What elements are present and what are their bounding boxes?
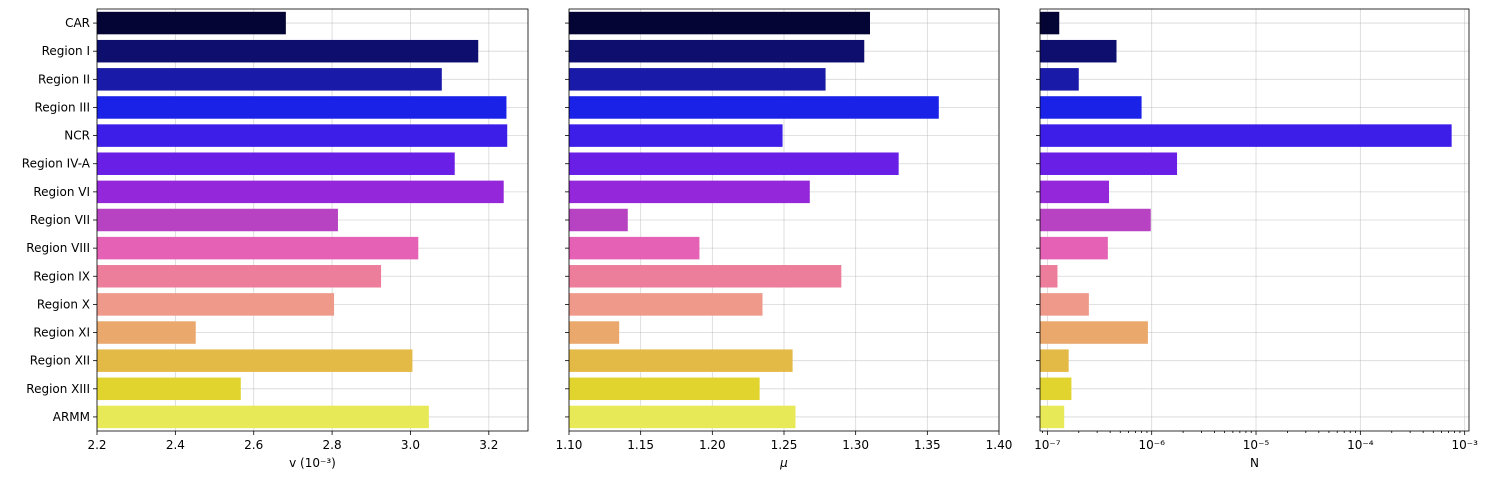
bar-region-xii	[97, 349, 413, 372]
panel-velocity: 2.2 2.4 2.6 2.8 3.0 3.2 CAR Region I Region II Re…	[22, 8, 529, 470]
y-tick-label: Region IV-A	[22, 157, 91, 171]
x-tick-label: 3.2	[479, 438, 498, 452]
x-tick-label: 1.35	[914, 438, 941, 452]
y-tick-label: Region X	[37, 297, 90, 311]
x-axis-label: v (10⁻³)	[289, 456, 336, 470]
bar-ncr	[569, 124, 783, 147]
bar-region-xiii	[97, 377, 241, 401]
bar-region-x	[1040, 293, 1089, 316]
bar-car	[1040, 11, 1060, 35]
x-tick-label: 2.2	[87, 438, 106, 452]
bar-region-xiii	[1040, 377, 1072, 401]
bar-region-x	[97, 293, 335, 316]
bar-region-vii	[569, 208, 628, 232]
x-tick-label: 10⁻⁵	[1243, 438, 1270, 452]
bar-armm	[1040, 405, 1065, 429]
bar-region-iii	[569, 96, 939, 119]
bar-armm	[97, 405, 429, 429]
bar-region-iii	[1040, 96, 1142, 119]
bar-ncr	[97, 124, 508, 147]
bar-region-vi	[1040, 180, 1110, 204]
bar-region-xii	[569, 349, 793, 372]
y-tick-label: NCR	[64, 129, 90, 143]
bar-region-viii	[569, 236, 700, 260]
x-tick-label: 1.15	[627, 438, 654, 452]
x-tick-label: 2.4	[166, 438, 185, 452]
bar-car	[569, 11, 870, 35]
y-tick-label: Region I	[42, 44, 90, 58]
x-axis-label: N	[1250, 456, 1259, 470]
bar-region-xi	[569, 321, 620, 344]
x-tick-label: 1.25	[771, 438, 798, 452]
panel-n: 10⁻⁷ 10⁻⁶ 10⁻⁵ 10⁻⁴ 10⁻³ N	[1034, 8, 1478, 470]
x-tick-label: 2.8	[323, 438, 342, 452]
bar-region-xiii	[569, 377, 760, 401]
bar-car	[97, 11, 286, 35]
bar-region-xi	[97, 321, 196, 344]
x-tick-label: 10⁻³	[1451, 438, 1478, 452]
x-tick-label: 10⁻⁷	[1034, 438, 1061, 452]
x-tick-label: 1.20	[699, 438, 726, 452]
bar-region-xi	[1040, 321, 1148, 344]
y-tick-label: Region VI	[33, 185, 90, 199]
x-tick-label: 1.40	[986, 438, 1013, 452]
x-tick-label: 10⁻⁴	[1347, 438, 1374, 452]
bar-region-i	[97, 39, 479, 63]
bar-region-ix	[97, 265, 382, 288]
x-tick-label: 3.0	[401, 438, 420, 452]
bar-region-xii	[1040, 349, 1069, 372]
panel-mu: 1.10 1.15 1.20 1.25 1.30 1.35 1.40 μ	[556, 8, 1013, 470]
bar-region-i	[1040, 39, 1117, 63]
y-tick-label: Region XII	[30, 354, 90, 368]
x-axis-label: μ	[779, 456, 788, 470]
axes-frame	[1039, 8, 1470, 432]
x-tick-label: 10⁻⁶	[1138, 438, 1165, 452]
axes-frame	[568, 8, 1000, 432]
x-tick-label: 1.30	[842, 438, 869, 452]
bar-region-ii	[569, 68, 826, 91]
y-tick-label: CAR	[65, 16, 90, 30]
bar-region-x	[569, 293, 763, 316]
axes-frame	[96, 8, 529, 432]
bar-region-i	[569, 39, 865, 63]
x-tick-label: 2.6	[244, 438, 263, 452]
bar-region-iv-a	[569, 152, 899, 175]
bar-region-vi	[569, 180, 810, 204]
y-tick-label: Region VIII	[26, 241, 90, 255]
bar-region-iii	[97, 96, 507, 119]
bar-region-ix	[1040, 265, 1058, 288]
bar-region-ii	[97, 68, 442, 91]
bar-region-ix	[569, 265, 842, 288]
y-tick-label: Region III	[34, 100, 90, 114]
y-tick-label: Region XI	[33, 326, 90, 340]
x-tick-label: 1.10	[556, 438, 583, 452]
y-tick-label: ARMM	[53, 410, 90, 424]
y-tick-label: Region II	[38, 72, 90, 86]
bar-region-viii	[1040, 236, 1108, 260]
bar-region-vii	[97, 208, 338, 232]
bar-region-iv-a	[97, 152, 455, 175]
bar-region-vi	[97, 180, 504, 204]
bar-region-vii	[1040, 208, 1151, 232]
bar-armm	[569, 405, 796, 429]
y-tick-label: Region VII	[30, 213, 90, 227]
bar-region-iv-a	[1040, 152, 1178, 175]
y-tick-label: Region IX	[33, 269, 90, 283]
bar-ncr	[1040, 124, 1452, 147]
bar-region-viii	[97, 236, 419, 260]
y-tick-label: Region XIII	[26, 382, 90, 396]
bar-region-ii	[1040, 68, 1079, 91]
